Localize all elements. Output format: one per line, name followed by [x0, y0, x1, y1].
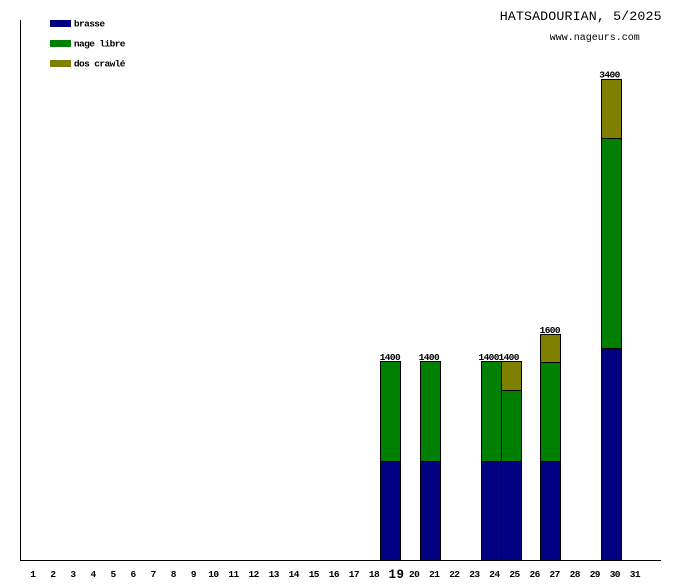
svg-text:1400: 1400: [478, 352, 499, 363]
svg-text:30: 30: [610, 569, 621, 580]
svg-text:15: 15: [309, 569, 320, 580]
svg-text:3400: 3400: [599, 70, 620, 81]
svg-text:dos crawlé: dos crawlé: [74, 58, 126, 69]
svg-text:1600: 1600: [540, 325, 561, 336]
svg-text:5: 5: [111, 569, 117, 580]
svg-text:4: 4: [90, 569, 96, 580]
svg-text:brasse: brasse: [74, 18, 106, 29]
svg-text:27: 27: [549, 569, 560, 580]
svg-text:19: 19: [388, 568, 404, 580]
svg-text:nage libre: nage libre: [74, 38, 126, 49]
svg-text:18: 18: [369, 569, 380, 580]
svg-text:16: 16: [329, 569, 340, 580]
svg-text:21: 21: [429, 569, 440, 580]
svg-text:11: 11: [228, 569, 239, 580]
svg-text:14: 14: [289, 569, 300, 580]
svg-text:25: 25: [509, 569, 520, 580]
svg-text:1400: 1400: [498, 352, 519, 363]
svg-text:26: 26: [529, 569, 540, 580]
svg-text:www.nageurs.com: www.nageurs.com: [550, 33, 640, 44]
svg-text:7: 7: [151, 569, 157, 580]
svg-text:31: 31: [630, 569, 641, 580]
svg-text:2: 2: [50, 569, 56, 580]
svg-text:13: 13: [269, 569, 280, 580]
svg-text:3: 3: [70, 569, 76, 580]
svg-text:17: 17: [349, 569, 360, 580]
svg-text:1400: 1400: [419, 352, 440, 363]
svg-text:HATSADOURIAN, 5/2025: HATSADOURIAN, 5/2025: [500, 9, 662, 24]
svg-text:24: 24: [489, 569, 500, 580]
svg-text:6: 6: [131, 569, 137, 580]
svg-text:8: 8: [171, 569, 177, 580]
svg-text:1400: 1400: [380, 352, 401, 363]
svg-text:20: 20: [409, 569, 420, 580]
svg-text:29: 29: [590, 569, 601, 580]
svg-text:22: 22: [449, 569, 460, 580]
svg-text:28: 28: [570, 569, 581, 580]
svg-text:10: 10: [208, 569, 219, 580]
svg-text:23: 23: [469, 569, 480, 580]
svg-text:12: 12: [248, 569, 259, 580]
svg-text:1: 1: [30, 569, 36, 580]
svg-text:9: 9: [191, 569, 197, 580]
